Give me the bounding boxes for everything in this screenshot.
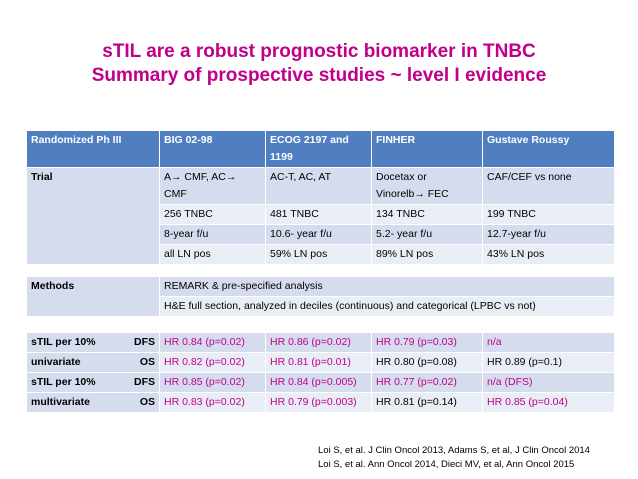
trials-table: Randomized Ph III BIG 02-98 ECOG 2197 an…: [26, 130, 615, 265]
table-cell: 89% LN pos: [371, 244, 483, 265]
table-row: sTIL per 10% DFS HR 0.85 (p=0.02) HR 0.84…: [26, 372, 615, 393]
hr-cell: HR 0.79 (p=0.03): [371, 332, 483, 353]
reference-line2: Loi S, et al. Ann Oncol 2014, Dieci MV, …: [318, 459, 575, 470]
hr-cell: HR 0.85 (p=0.02): [159, 372, 266, 393]
methods-table: Methods REMARK & pre-specified analysis …: [26, 276, 615, 317]
hr-cell: HR 0.77 (p=0.02): [371, 372, 483, 393]
hr-cell: HR 0.86 (p=0.02): [265, 332, 372, 353]
header-finher: FINHER: [371, 130, 483, 168]
slide-title-line1: sTIL are a robust prognostic biomarker i…: [102, 41, 536, 62]
table-row: all LN pos 59% LN pos 89% LN pos 43% LN …: [27, 244, 615, 265]
hr-table: sTIL per 10% DFS HR 0.84 (p=0.02) HR 0.86…: [26, 332, 615, 413]
header-randomized: Randomized Ph III: [26, 130, 160, 168]
table-cell: A→ CMF, AC→ CMF: [159, 167, 266, 205]
table-row: univariate OS HR 0.82 (p=0.02) HR 0.81 (p…: [26, 352, 615, 373]
multi-os-label: multivariate OS: [26, 392, 160, 413]
table-cell: 59% LN pos: [265, 244, 372, 265]
table-cell: 10.6- year f/u: [265, 224, 372, 245]
hr-cell: HR 0.85 (p=0.04): [482, 392, 615, 413]
methods-label: Methods: [26, 276, 160, 317]
methods-line1: REMARK & pre-specified analysis: [159, 276, 615, 297]
hr-cell: HR 0.83 (p=0.02): [159, 392, 266, 413]
hr-cell: n/a: [482, 332, 615, 353]
uni-os-label: univariate OS: [26, 352, 160, 373]
hr-cell: HR 0.82 (p=0.02): [159, 352, 266, 373]
table-row: multivariate OS HR 0.83 (p=0.02) HR 0.79 …: [26, 392, 615, 413]
hr-cell: HR 0.84 (p=0.02): [159, 332, 266, 353]
table-cell: 8-year f/u: [159, 224, 266, 245]
hr-cell: HR 0.81 (p=0.14): [371, 392, 483, 413]
table-cell: 256 TNBC: [159, 204, 266, 225]
table-cell: 12.7-year f/u: [482, 224, 615, 245]
table-row: Methods REMARK & pre-specified analysis: [26, 276, 615, 317]
table-row: 256 TNBC 481 TNBC 134 TNBC 199 TNBC: [27, 204, 615, 225]
header-gustave: Gustave Roussy: [482, 130, 615, 168]
table-row: sTIL per 10% DFS HR 0.84 (p=0.02) HR 0.86…: [26, 332, 615, 353]
table-cell: 43% LN pos: [482, 244, 615, 265]
hr-cell: n/a (DFS): [482, 372, 615, 393]
table-cell: Docetax or Vinorelb→ FEC: [371, 167, 483, 205]
hr-cell: HR 0.79 (p=0.003): [265, 392, 372, 413]
table-row: H&E full section, analyzed in deciles (c…: [27, 296, 615, 317]
hr-cell: HR 0.80 (p=0.08): [371, 352, 483, 373]
table-cell: 481 TNBC: [265, 204, 372, 225]
slide-title-line2: Summary of prospective studies ~ level I…: [91, 65, 547, 86]
trials-header-row: Randomized Ph III BIG 02-98 ECOG 2197 an…: [26, 130, 615, 168]
header-ecog: ECOG 2197 and 1199: [265, 130, 372, 168]
hr-cell: HR 0.89 (p=0.1): [482, 352, 615, 373]
methods-line2: H&E full section, analyzed in deciles (c…: [159, 296, 615, 317]
hr-cell: HR 0.84 (p=0.005): [265, 372, 372, 393]
table-row: Trial A→ CMF, AC→ CMF AC-T, AC, AT Docet…: [26, 167, 615, 265]
header-big: BIG 02-98: [159, 130, 266, 168]
reference-line1: Loi S, et al. J Clin Oncol 2013, Adams S…: [318, 445, 590, 456]
trial-label: Trial: [26, 167, 160, 265]
table-cell: 5.2- year f/u: [371, 224, 483, 245]
table-cell: 199 TNBC: [482, 204, 615, 225]
table-cell: all LN pos: [159, 244, 266, 265]
hr-cell: HR 0.81 (p=0.01): [265, 352, 372, 373]
multi-dfs-label: sTIL per 10% DFS: [26, 372, 160, 393]
uni-dfs-label: sTIL per 10% DFS: [26, 332, 160, 353]
table-cell: CAF/CEF vs none: [482, 167, 615, 205]
table-cell: AC-T, AC, AT: [265, 167, 372, 205]
table-cell: 134 TNBC: [371, 204, 483, 225]
